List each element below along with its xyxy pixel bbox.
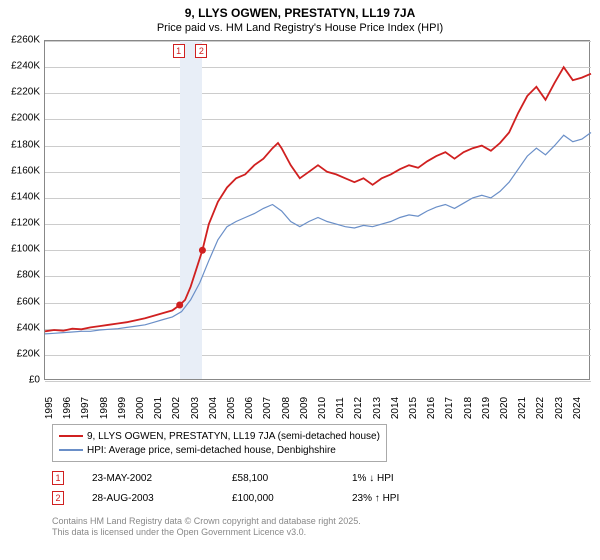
ytick-label: £260K [0,35,40,46]
ytick-label: £0 [0,375,40,386]
sale-marker-inline: 2 [52,491,64,505]
ytick-label: £160K [0,165,40,176]
xtick-label: 1999 [117,397,128,419]
footer-line-1: Contains HM Land Registry data © Crown c… [52,516,361,527]
chart-container: 9, LLYS OGWEN, PRESTATYN, LL19 7JA Price… [0,0,600,560]
xtick-label: 1995 [44,397,55,419]
xtick-label: 2016 [426,397,437,419]
ytick-label: £120K [0,218,40,229]
series-line [45,133,591,334]
sales-table: 1 23-MAY-2002£58,1001% ↓ HPI 2 28-AUG-2003£… [52,468,472,508]
legend-label-2: HPI: Average price, semi-detached house,… [87,445,336,456]
ytick-label: £80K [0,270,40,281]
xtick-label: 1996 [62,397,73,419]
ytick-label: £100K [0,244,40,255]
ytick-label: £220K [0,87,40,98]
sale-marker-top: 2 [195,44,207,58]
xtick-label: 1997 [80,397,91,419]
sales-row: 2 28-AUG-2003£100,00023% ↑ HPI [52,488,472,508]
xtick-label: 2018 [463,397,474,419]
xtick-label: 2008 [281,397,292,419]
plot-area [44,40,590,380]
xtick-label: 2012 [353,397,364,419]
xtick-label: 2020 [499,397,510,419]
sale-point [199,247,206,254]
xtick-label: 2003 [190,397,201,419]
footer-line-2: This data is licensed under the Open Gov… [52,527,361,538]
ytick-label: £40K [0,322,40,333]
xtick-label: 2023 [554,397,565,419]
xtick-label: 2001 [153,397,164,419]
sale-date: 28-AUG-2003 [92,493,232,504]
xtick-label: 2006 [244,397,255,419]
legend-item-2: HPI: Average price, semi-detached house,… [59,443,380,457]
sale-delta: 1% ↓ HPI [352,473,472,484]
legend: 9, LLYS OGWEN, PRESTATYN, LL19 7JA (semi… [52,424,387,462]
legend-swatch-2 [59,449,83,450]
xtick-label: 2011 [335,397,346,419]
ytick-label: £20K [0,348,40,359]
xtick-label: 2013 [372,397,383,419]
sale-marker-top: 1 [173,44,185,58]
chart-subtitle: Price paid vs. HM Land Registry's House … [0,22,600,38]
series-line [45,67,591,331]
xtick-label: 2009 [299,397,310,419]
sale-delta: 23% ↑ HPI [352,493,472,504]
xtick-label: 1998 [99,397,110,419]
xtick-label: 2002 [171,397,182,419]
legend-swatch-1 [59,435,83,437]
xtick-label: 2019 [481,397,492,419]
xtick-label: 2021 [517,397,528,419]
xtick-label: 2017 [444,397,455,419]
xtick-label: 2010 [317,397,328,419]
legend-label-1: 9, LLYS OGWEN, PRESTATYN, LL19 7JA (semi… [87,431,380,442]
ytick-label: £180K [0,139,40,150]
sale-date: 23-MAY-2002 [92,473,232,484]
xtick-label: 2007 [262,397,273,419]
chart-title: 9, LLYS OGWEN, PRESTATYN, LL19 7JA [0,0,600,22]
sales-row: 1 23-MAY-2002£58,1001% ↓ HPI [52,468,472,488]
footer-note: Contains HM Land Registry data © Crown c… [52,516,361,538]
xtick-label: 2022 [535,397,546,419]
ytick-label: £140K [0,191,40,202]
ytick-label: £60K [0,296,40,307]
chart-lines [45,41,589,379]
ytick-label: £240K [0,61,40,72]
legend-item-1: 9, LLYS OGWEN, PRESTATYN, LL19 7JA (semi… [59,429,380,443]
sale-marker-inline: 1 [52,471,64,485]
sale-point [176,302,183,309]
xtick-label: 2004 [208,397,219,419]
sale-price: £58,100 [232,473,352,484]
xtick-label: 2014 [390,397,401,419]
xtick-label: 2005 [226,397,237,419]
xtick-label: 2024 [572,397,583,419]
xtick-label: 2015 [408,397,419,419]
xtick-label: 2000 [135,397,146,419]
ytick-label: £200K [0,113,40,124]
sale-price: £100,000 [232,493,352,504]
gridline [45,381,591,382]
